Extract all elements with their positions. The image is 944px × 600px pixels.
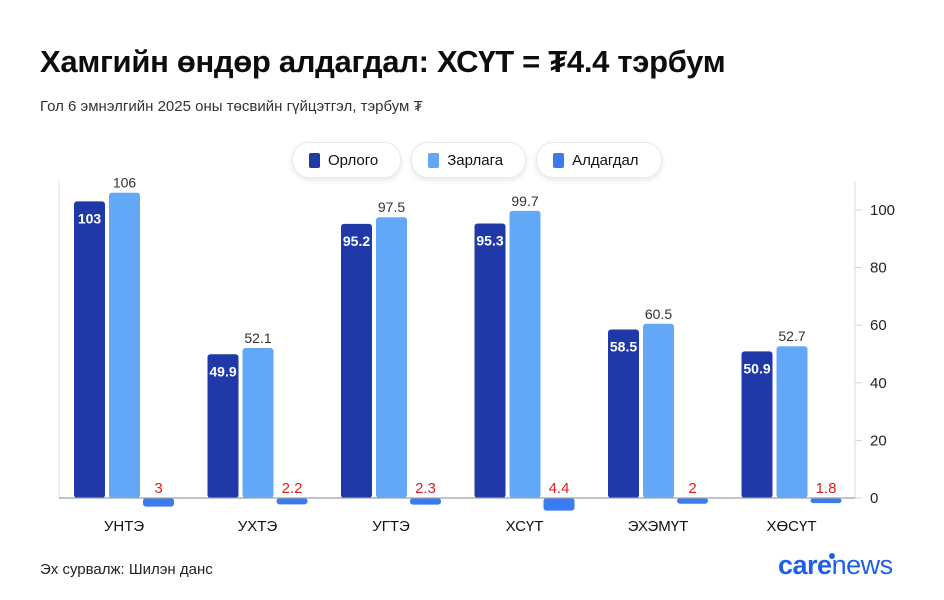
legend-swatch-expense bbox=[428, 152, 440, 168]
y-tick-label: 80 bbox=[870, 260, 887, 277]
x-tick-label: УГТЭ bbox=[372, 518, 410, 535]
bar-expense bbox=[242, 347, 274, 498]
legend-swatch-income bbox=[309, 152, 320, 168]
bar-deficit bbox=[410, 498, 441, 505]
bar-deficit bbox=[143, 498, 174, 507]
bar-income bbox=[608, 329, 639, 498]
legend: Орлого Зарлага Алдагдал bbox=[292, 142, 662, 178]
y-tick-label: 100 bbox=[870, 202, 895, 219]
y-tick-label: 60 bbox=[870, 317, 887, 334]
data-label-deficit: 2.3 bbox=[415, 480, 436, 497]
legend-label-income: Орлого bbox=[328, 151, 379, 169]
y-tick-label: 20 bbox=[870, 432, 887, 449]
data-label-expense: 99.7 bbox=[511, 193, 538, 209]
x-tick-label: ХӨСҮТ bbox=[766, 518, 816, 535]
x-tick-label: УХТЭ bbox=[238, 518, 278, 535]
data-label-deficit: 3 bbox=[154, 480, 162, 497]
legend-item-deficit[interactable]: Алдагдал bbox=[536, 142, 662, 178]
legend-item-expense[interactable]: Зарлага bbox=[411, 142, 527, 178]
data-label-expense: 97.5 bbox=[378, 199, 405, 215]
data-label-income: 49.9 bbox=[209, 363, 236, 379]
data-label-expense: 52.1 bbox=[244, 330, 271, 346]
data-label-income: 95.2 bbox=[343, 233, 370, 249]
x-tick-label: ХСҮТ bbox=[506, 518, 544, 535]
legend-item-income[interactable]: Орлого bbox=[292, 142, 402, 178]
data-label-deficit: 2.2 bbox=[282, 480, 303, 497]
bar-income bbox=[74, 201, 105, 499]
bar-expense bbox=[376, 217, 407, 498]
logo-text-care: care bbox=[778, 550, 832, 580]
data-label-deficit: 2 bbox=[688, 480, 696, 497]
bar-income bbox=[741, 351, 773, 498]
logo-text-news: news bbox=[831, 550, 894, 580]
y-tick-label: 40 bbox=[870, 375, 887, 392]
legend-label-expense: Зарлага bbox=[447, 151, 504, 169]
data-label-expense: 52.7 bbox=[778, 328, 805, 344]
chart-subtitle: Гол 6 эмнэлгийн 2025 оны төсвийн гүйцэтг… bbox=[40, 98, 423, 115]
legend-swatch-deficit bbox=[553, 152, 565, 168]
bar-deficit bbox=[810, 498, 842, 504]
data-label-income: 50.9 bbox=[743, 360, 770, 376]
chart-title: Хамгийн өндөр алдагдал: ХСҮТ = ₮4.4 тэрб… bbox=[40, 44, 726, 79]
bar-deficit bbox=[276, 498, 308, 505]
bar-expense bbox=[509, 210, 541, 498]
bar-income bbox=[207, 354, 239, 498]
bar-expense bbox=[776, 346, 808, 498]
carenews-logo: care news bbox=[778, 550, 893, 581]
y-tick-label: 0 bbox=[870, 490, 878, 507]
bar-income bbox=[474, 223, 506, 498]
x-tick-label: ЭХЭМҮТ bbox=[628, 518, 689, 535]
bar-income bbox=[341, 223, 372, 498]
data-label-expense: 60.5 bbox=[645, 306, 672, 322]
logo-dot bbox=[828, 553, 835, 559]
x-tick-label: УНТЭ bbox=[104, 518, 145, 535]
data-label-income: 103 bbox=[78, 210, 102, 226]
legend-label-deficit: Алдагдал bbox=[572, 151, 639, 169]
source-note: Эх сурвалж: Шилэн данс bbox=[40, 561, 213, 578]
data-label-income: 58.5 bbox=[610, 339, 637, 355]
bar-expense bbox=[643, 323, 674, 498]
bar-deficit bbox=[543, 498, 575, 511]
data-label-deficit: 1.8 bbox=[816, 480, 837, 497]
data-label-expense: 106 bbox=[113, 175, 137, 191]
bar-expense bbox=[109, 192, 140, 498]
data-label-deficit: 4.4 bbox=[549, 480, 570, 497]
data-label-income: 95.3 bbox=[476, 233, 503, 249]
bar-deficit bbox=[677, 498, 708, 504]
